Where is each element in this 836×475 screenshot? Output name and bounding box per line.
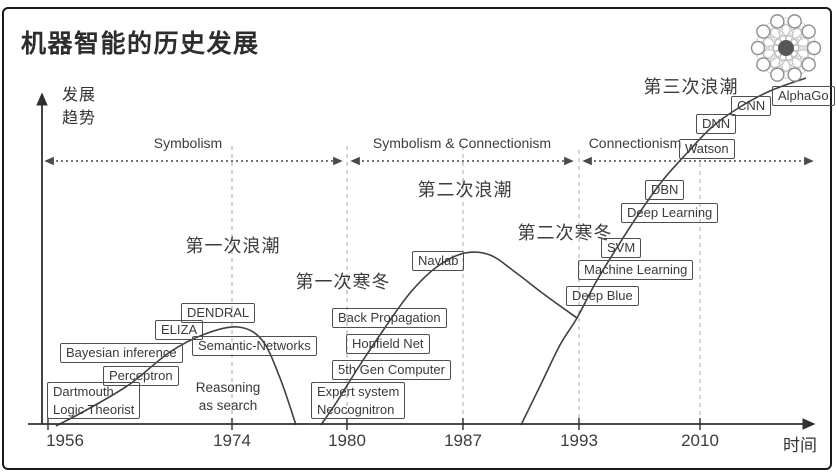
wave-label-second-winter: 第二次寒冬 xyxy=(517,223,613,243)
milestone-box-dbn: DBN xyxy=(645,180,685,200)
milestone-box-deep-blue: Deep Blue xyxy=(566,286,639,306)
milestone-label: Neocognitron xyxy=(317,401,395,417)
milestone-box-expert-system-neocognitron: Expert system Neocognitron xyxy=(311,382,406,420)
note-reasoning-as-search: Reasoning as search xyxy=(196,379,261,414)
milestone-box-bayesian-inference: Bayesian inference xyxy=(60,343,183,363)
y-axis-label-line2: 趋势 xyxy=(62,110,97,128)
milestone-box-perceptron: Perceptron xyxy=(103,366,179,386)
x-tick-label-1956: 1956 xyxy=(46,431,84,450)
era-label-symbolism-connectionism: Symbolism & Connectionism xyxy=(372,135,552,151)
wave-curve xyxy=(320,251,578,426)
wave-label-second-wave: 第二次浪潮 xyxy=(417,180,513,200)
milestone-box-semantic-networks: Semantic-Networks xyxy=(192,336,317,356)
y-axis-label-line1: 发展 xyxy=(62,87,97,104)
milestone-label: Dartmouth xyxy=(53,384,114,399)
milestone-box-deep-learning: Deep Learning xyxy=(621,203,719,223)
milestone-label: Expert system xyxy=(317,384,400,399)
milestone-box-dendral: DENDRAL xyxy=(181,303,256,323)
milestone-label: Logic Theorist xyxy=(53,401,135,417)
milestone-box-cnn: CNN xyxy=(731,96,772,116)
milestone-box-dartmouth-logic-theorist: Dartmouth Logic Theorist xyxy=(47,382,141,420)
wave-curve xyxy=(55,326,297,427)
milestone-box-back-propagation: Back Propagation xyxy=(332,308,447,328)
milestone-box-eliza: ELIZA xyxy=(155,320,204,340)
era-label-connectionism: Connectionism xyxy=(588,135,682,151)
milestone-box-dnn: DNN xyxy=(696,114,737,134)
milestone-box-5th-gen-computer: 5th Gen Computer xyxy=(332,360,451,380)
era-label-symbolism: Symbolism xyxy=(153,135,223,151)
note-line: Reasoning xyxy=(195,380,261,395)
wave-curves xyxy=(55,77,807,427)
note-line: as search xyxy=(198,397,258,413)
x-axis-label: 时间 xyxy=(783,436,817,455)
wave-label-first-wave: 第一次浪潮 xyxy=(185,236,281,256)
milestone-box-machine-learning: Machine Learning xyxy=(578,260,694,280)
y-axis-label: 发展 趋势 xyxy=(62,84,96,130)
milestone-box-alphago: AlphaGo xyxy=(772,86,835,106)
x-tick-label-1993: 1993 xyxy=(560,431,598,450)
wave-curve xyxy=(520,77,807,426)
x-tick-label-1974: 1974 xyxy=(213,431,251,450)
rosette-logo-icon xyxy=(750,14,822,82)
milestone-box-svm: SVM xyxy=(601,238,642,258)
milestone-box-navlab: Navlab xyxy=(412,251,465,271)
page-title: 机器智能的历史发展 xyxy=(21,30,260,58)
x-tick-label-1980: 1980 xyxy=(328,431,366,450)
x-tick-label-1987: 1987 xyxy=(444,431,482,450)
wave-label-first-winter: 第一次寒冬 xyxy=(295,272,391,292)
wave-label-third-wave: 第三次浪潮 xyxy=(643,77,739,97)
x-axis-ticks xyxy=(47,418,701,430)
milestone-box-watson: Watson xyxy=(679,139,735,159)
x-tick-label-2010: 2010 xyxy=(681,431,719,450)
milestone-box-hopfield-net: Hopfield Net xyxy=(346,334,430,354)
